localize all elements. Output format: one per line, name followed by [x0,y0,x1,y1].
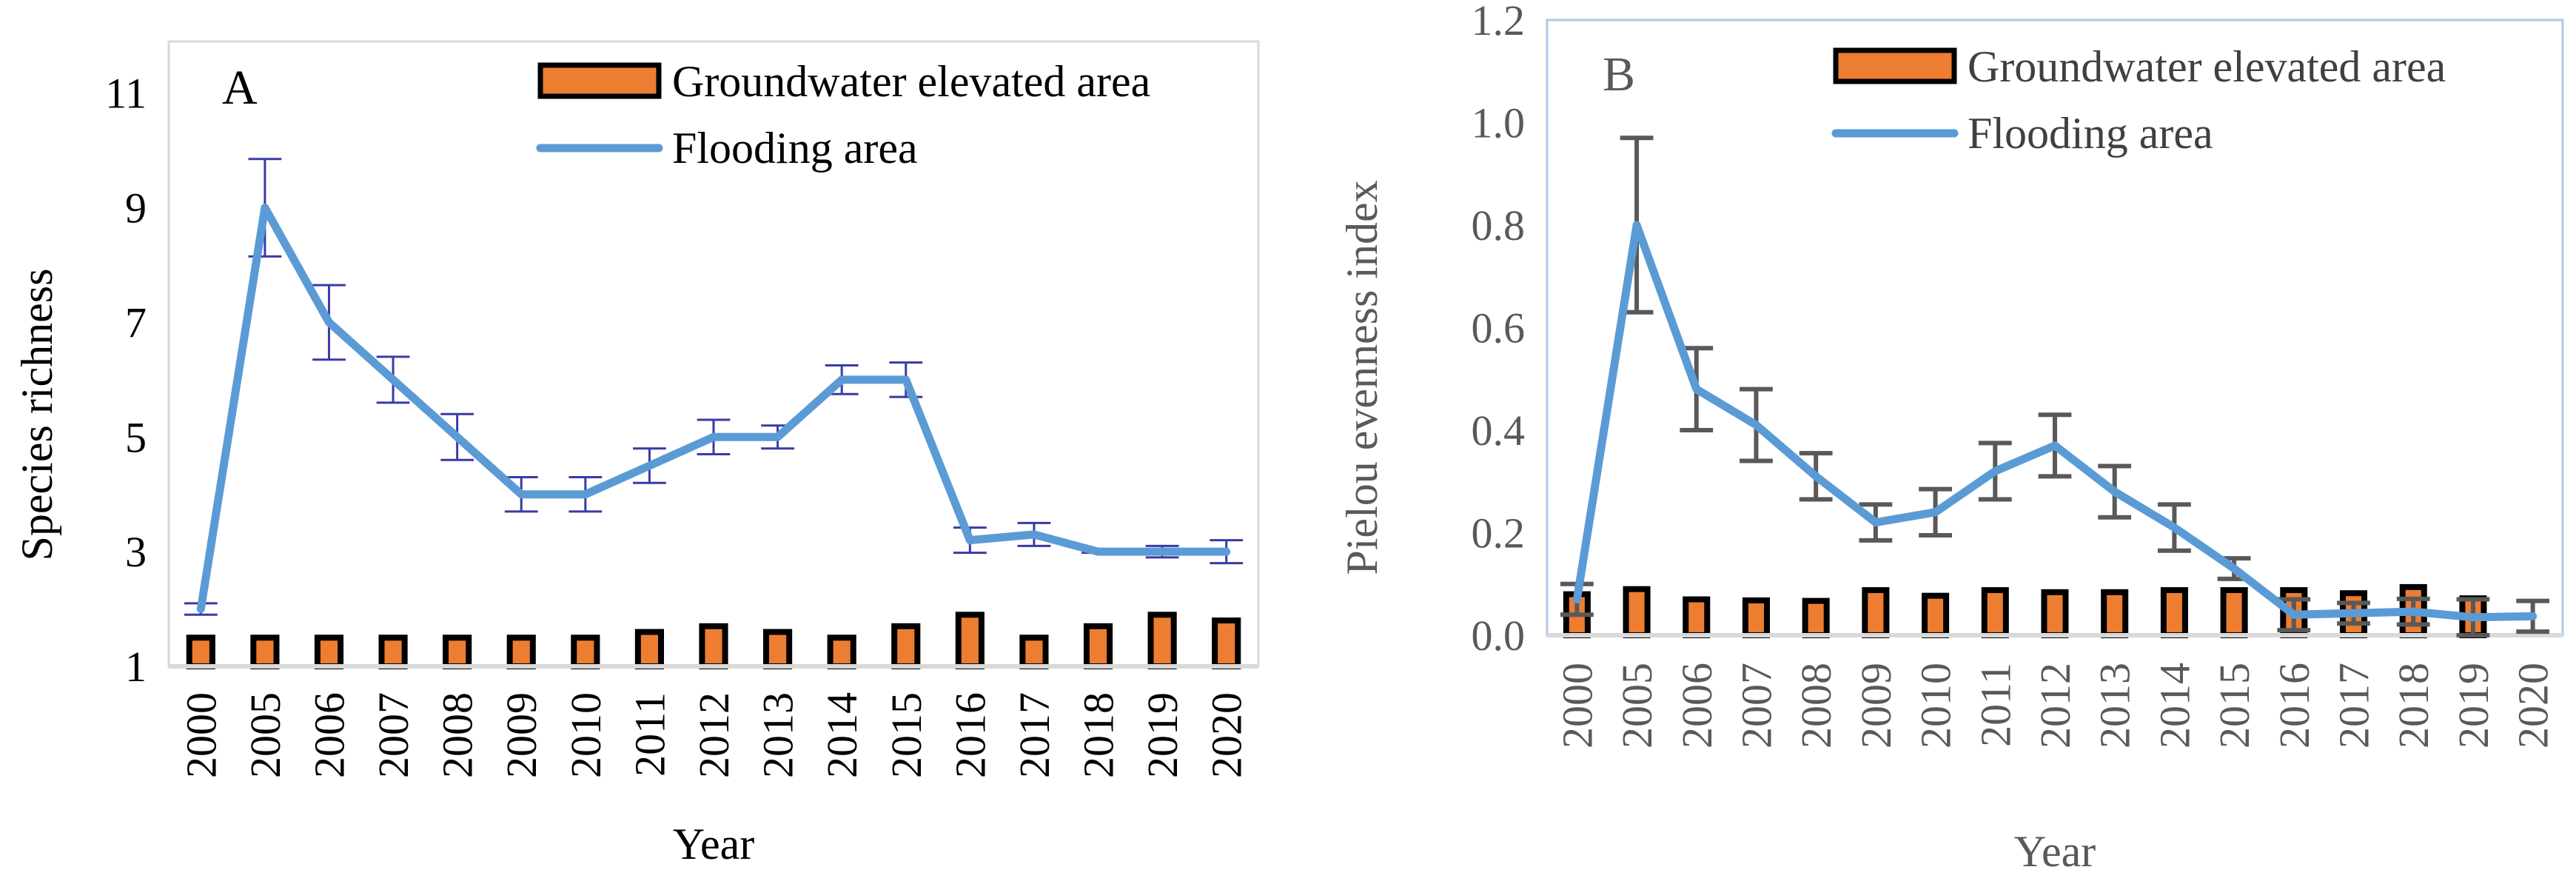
x-tick-label: 2012 [2031,663,2079,749]
x-tick-label: 2015 [2210,663,2258,749]
panel-label: B [1603,47,1635,101]
y-tick-label: 1.0 [1472,99,1526,147]
bar-groundwater [1019,634,1049,670]
x-tick-label: 2014 [2150,663,2198,749]
x-tick-label: 2010 [562,692,610,778]
y-tick-label: 0.2 [1472,509,1526,557]
y-tick-label: 0.0 [1472,612,1526,660]
x-tick-label: 2015 [882,692,930,778]
x-tick-label: 2007 [1732,663,1780,749]
x-tick-label: 2018 [1075,692,1123,778]
y-tick-label: 9 [125,184,147,232]
y-tick-label: 0.8 [1472,201,1526,250]
x-tick-label: 2008 [434,692,482,778]
y-tick-label: 7 [125,298,147,346]
bar-groundwater [1802,597,1830,638]
x-tick-label: 2009 [497,692,546,778]
x-tick-label: 2006 [305,692,353,778]
x-tick-label: 2016 [946,692,994,778]
x-tick-label: 2020 [2509,663,2557,749]
legend-label-groundwater: Groundwater elevated area [1968,42,2446,91]
bar-groundwater [634,629,664,669]
chart-panel-a: 1 3 5 7 9 11 2000 2005 2006 2007 2008 2009 2010 2011 2… [13,40,1260,868]
bar-groundwater [443,634,472,670]
bar-groundwater [891,623,921,669]
bar-groundwater [827,634,856,670]
x-tick-label: 2017 [2330,663,2378,749]
bar-groundwater [1742,597,1770,638]
x-tick-label: 2019 [2449,663,2498,749]
x-tick-label: 2017 [1010,692,1059,778]
panel-label: A [222,61,258,115]
bar-groundwater [1212,617,1241,670]
x-tick-label: 2013 [754,692,802,778]
bar-groundwater [2160,587,2188,638]
bar-groundwater [1623,586,1651,638]
y-tick-label: 5 [125,413,147,461]
y-tick-label: 0.4 [1472,406,1526,455]
x-tick-label: 2010 [1912,663,1960,749]
x-tick-label: 2005 [1613,663,1661,749]
x-tick-label: 2008 [1792,663,1840,749]
x-tick-label: 2005 [241,692,289,778]
bar-groundwater [955,612,985,670]
x-tick-label: 2007 [369,692,417,778]
y-tick-label: 11 [105,70,147,118]
bar-groundwater [763,629,793,669]
y-tick-label: 1.2 [1472,0,1526,44]
x-tick-label: 2000 [177,692,225,778]
x-tick-label: 2012 [690,692,738,778]
legend-label-flooding: Flooding area [672,124,918,173]
x-tick-label: 2014 [818,692,866,778]
bar-groundwater [186,634,215,670]
x-axis-title: Year [2014,827,2096,876]
x-tick-label: 2011 [625,692,674,777]
bar-groundwater [1683,596,1711,639]
y-tick-label: 3 [125,528,147,576]
bar-groundwater [314,634,344,670]
legend: Groundwater elevated area Flooding area [1831,42,2446,158]
x-tick-label: 2000 [1553,663,1601,749]
bar-groundwater [2101,589,2129,639]
bar-groundwater [506,634,536,670]
line-flooding [196,204,1231,614]
x-axis-title: Year [673,820,755,868]
legend-swatch-bar [537,62,662,99]
legend-swatch-bar [1833,47,1957,84]
bar-groundwater [571,634,600,670]
y-tick-label: 1 [125,643,147,691]
bar-groundwater [1147,612,1177,670]
line-flooding [1572,221,2538,622]
x-tick-label: 2009 [1852,663,1900,749]
bar-groundwater [1922,592,1950,638]
y-axis-title: Pielou evenness index [1338,180,1386,575]
bar-groundwater [699,623,728,669]
bar-groundwater [2041,589,2069,639]
x-tick-label: 2006 [1673,663,1721,749]
bar-groundwater [378,634,408,670]
x-tick-label: 2016 [2270,663,2318,749]
x-tick-label: 2018 [2389,663,2438,749]
legend-label-groundwater: Groundwater elevated area [672,57,1150,106]
bar-groundwater [2220,587,2248,638]
legend: Groundwater elevated area Flooding area [536,57,1150,173]
bar-groundwater [250,634,280,670]
bar-groundwater [1083,623,1113,669]
y-axis-title: Species richness [13,269,61,561]
bar-groundwater [1981,587,2009,638]
x-tick-label: 2011 [1971,663,2019,747]
y-tick-label: 0.6 [1472,304,1526,352]
bar-groundwater [1862,587,1890,638]
x-tick-label: 2013 [2091,663,2139,749]
x-tick-label: 2020 [1203,692,1251,778]
x-tick-label: 2019 [1138,692,1187,778]
legend-label-flooding: Flooding area [1968,109,2213,158]
